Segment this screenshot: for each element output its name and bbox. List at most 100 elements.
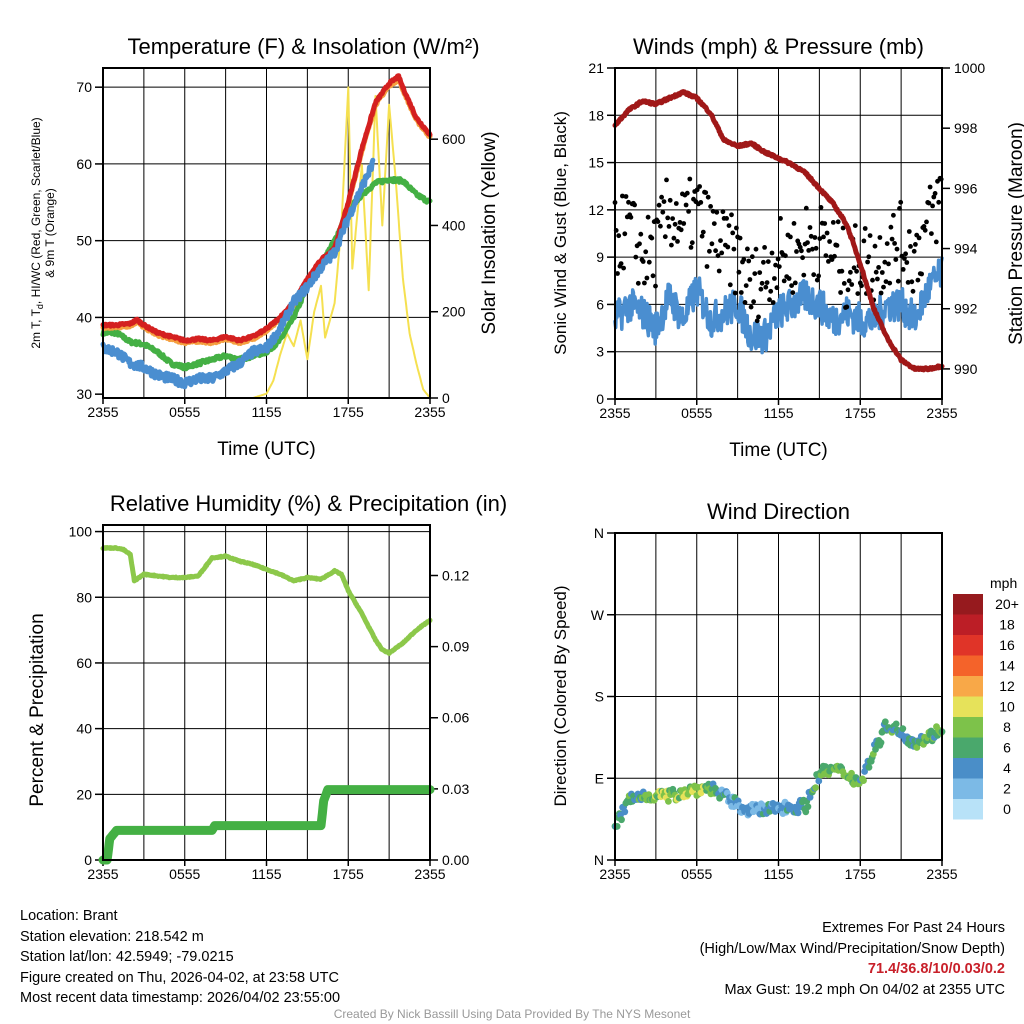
plot-frame [614, 67, 943, 400]
gust-point [855, 291, 861, 296]
extremes-info: Extremes For Past 24 Hours (High/Low/Max… [700, 918, 1005, 1000]
gust-point [747, 277, 753, 282]
gust-point [664, 177, 669, 183]
x-tick-label: 0555 [169, 404, 200, 420]
gust-point [898, 199, 904, 205]
y-tick-label: N [594, 525, 604, 541]
gust-point [851, 265, 857, 271]
gust-point [904, 260, 910, 265]
y-axis-label: Direction (Colored By Speed) [551, 585, 570, 806]
gust-point [790, 290, 796, 295]
station-info: Location: Brant Station elevation: 218.5… [20, 906, 340, 1009]
max-gust-text: Max Gust: 19.2 mph On 04/02 at 2355 UTC [724, 981, 1005, 998]
gust-point [775, 256, 781, 262]
gust-point [710, 208, 716, 214]
gust-point [883, 279, 889, 284]
x-tick-label: 0555 [681, 405, 712, 421]
gust-point [792, 280, 798, 286]
gust-point [877, 235, 883, 240]
gust-point [803, 205, 809, 211]
y-axis-label: Percent & Precipitation [27, 613, 48, 806]
legend-label: 8 [1003, 719, 1011, 735]
x-tick-label: 2355 [87, 866, 118, 882]
gust-point [811, 272, 817, 278]
gust-point [734, 225, 739, 231]
gust-point [718, 238, 723, 244]
gust-point [637, 241, 642, 247]
gust-point [875, 276, 880, 282]
gust-point [684, 190, 690, 196]
gust-point [895, 278, 901, 284]
humidity-panel: Relative Humidity (%) & Precipitation (i… [27, 491, 507, 882]
y-tick-label: 40 [76, 309, 92, 325]
legend-label: 20+ [995, 596, 1019, 612]
gust-point [697, 184, 702, 189]
y2-tick-label: 0.09 [442, 639, 469, 655]
legend-swatch [953, 696, 983, 717]
y2-axis-label: Station Pressure (Maroon) [1006, 122, 1024, 345]
y2-tick-label: 0.06 [442, 710, 469, 726]
gust-point [732, 290, 738, 296]
y2-tick-label: 600 [442, 131, 466, 147]
y-tick-label: 3 [596, 344, 604, 360]
gust-point [902, 256, 907, 261]
gust-point [615, 271, 620, 276]
gust-point [807, 225, 813, 230]
gust-point [635, 280, 641, 286]
x-tick-label: 1155 [251, 866, 281, 882]
gust-point [799, 248, 804, 254]
gust-point [905, 280, 911, 285]
gust-point [730, 230, 736, 236]
gust-point [767, 297, 772, 303]
gust-point [673, 201, 679, 206]
location-text: Location: Brant [20, 908, 118, 924]
legend-swatch [953, 676, 983, 697]
x-tick-label: 1155 [763, 405, 793, 421]
gust-point [742, 300, 748, 305]
gust-point [729, 212, 734, 218]
gust-point [797, 244, 803, 250]
gust-point [626, 199, 631, 205]
y-tick-label: 0 [84, 852, 92, 868]
gust-point [650, 273, 656, 279]
y-tick-label: 6 [596, 296, 604, 312]
gust-point [834, 243, 840, 248]
y2-tick-label: 400 [442, 217, 466, 233]
y-tick-label: W [591, 607, 605, 623]
plot-frame [102, 524, 431, 861]
y2-tick-label: 0.12 [442, 567, 469, 583]
y-tick-label: 18 [588, 107, 604, 123]
gust-point [681, 221, 687, 226]
gust-point [666, 224, 672, 229]
gust-point [756, 314, 761, 320]
gust-point [655, 219, 661, 225]
gust-point [727, 282, 733, 288]
x-tick-label: 2355 [87, 404, 118, 420]
gust-point [861, 238, 867, 244]
gust-point [707, 248, 712, 254]
gust-point [854, 268, 859, 274]
gust-point [846, 278, 852, 284]
x-tick-label: 2355 [926, 405, 957, 421]
gust-point [688, 245, 694, 250]
gust-point [911, 248, 917, 254]
gust-point [859, 283, 864, 289]
y-tick-label: 60 [76, 655, 92, 671]
gust-point [746, 258, 752, 264]
gust-point [816, 273, 821, 279]
legend-swatch [953, 737, 983, 758]
y-tick-label: S [595, 689, 604, 705]
gust-point [913, 242, 918, 247]
legend-swatch [953, 594, 983, 615]
gust-point [757, 270, 763, 275]
gust-point [678, 227, 684, 233]
legend-label: 14 [999, 658, 1015, 674]
y-tick-label: 100 [69, 524, 93, 540]
gust-point [865, 259, 870, 265]
plot-frame [614, 532, 943, 861]
gust-point [867, 233, 873, 239]
gust-point [909, 279, 915, 285]
x-axis-label: Time (UTC) [729, 440, 828, 461]
gust-point [768, 288, 774, 294]
plot-frame [102, 67, 431, 399]
